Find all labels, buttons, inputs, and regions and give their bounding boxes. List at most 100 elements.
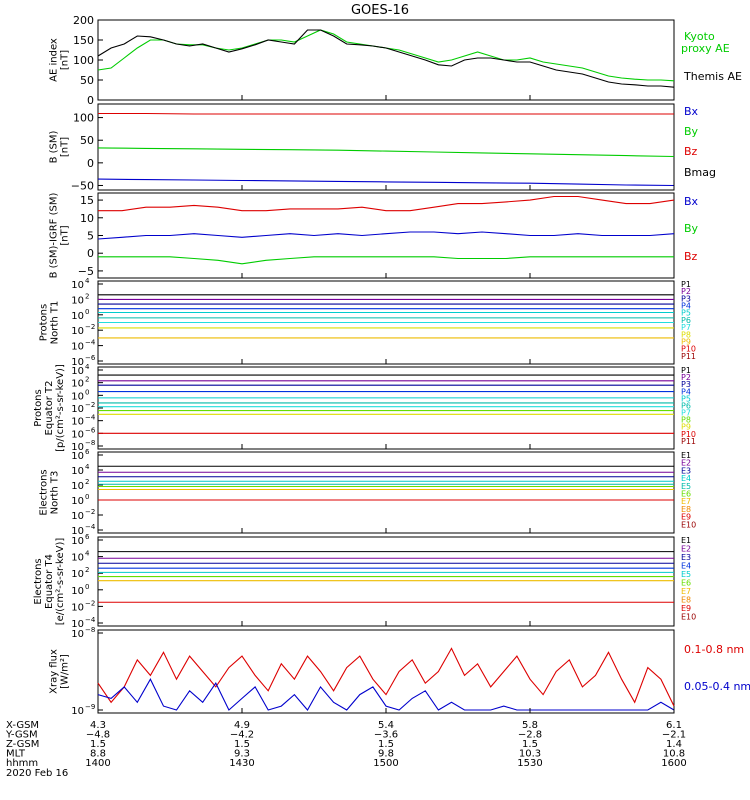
y-tick-exponent: 0	[85, 583, 89, 591]
y-tick-label: 10	[71, 311, 84, 322]
y-axis-label: B (SM)	[49, 130, 60, 163]
y-tick-label: 50	[80, 134, 94, 147]
legend-label: E6	[681, 579, 691, 588]
panel-7: Electrons Equator T4 [e/(cm²-s-sr-keV)] 10 6…	[33, 533, 696, 630]
legend-label: E9	[681, 604, 691, 613]
y-tick-exponent: 0	[85, 493, 89, 501]
y-tick-label: 10	[71, 481, 84, 492]
legend-label: P4	[681, 302, 691, 311]
footer-value: 1400	[85, 758, 110, 769]
y-axis-label: Protons	[33, 389, 44, 426]
legend-label: E1	[681, 451, 691, 460]
panel-frame	[97, 19, 675, 101]
panel-8: Xray flux [W/m²]10 −810 −90.1-0.8 nm0.05-0.…	[49, 626, 750, 717]
y-tick-label: 10	[71, 526, 84, 537]
y-axis-label: North T1	[50, 301, 61, 345]
y-tick-label: 10	[71, 391, 84, 402]
y-tick-exponent: 6	[85, 533, 90, 541]
y-tick-exponent: 2	[85, 376, 89, 384]
legend-label: P2	[681, 287, 691, 296]
y-tick-label: 10	[71, 536, 84, 547]
y-axis-label: Electrons	[33, 558, 44, 604]
y-tick-exponent: 0	[85, 388, 89, 396]
footer-value: 1.5	[234, 739, 250, 750]
y-tick-exponent: −9	[85, 703, 95, 711]
footer-value: 1.4	[666, 739, 682, 750]
series-line	[97, 29, 675, 88]
footer-value: 6.1	[666, 720, 682, 731]
panel-frame	[97, 366, 675, 450]
y-tick-label: 10	[71, 511, 84, 522]
footer-row-label: X-GSM	[6, 720, 39, 731]
footer-value: 1500	[373, 758, 398, 769]
footer-value: 1.5	[90, 739, 106, 750]
legend-label: E6	[681, 490, 691, 499]
footer-value: −2.8	[518, 730, 542, 741]
legend-label: P4	[681, 387, 691, 396]
y-tick-label: 50	[80, 74, 94, 87]
footer-row-label: Z-GSM	[6, 739, 39, 750]
y-tick-label: 10	[71, 466, 84, 477]
y-tick-exponent: 4	[85, 550, 90, 558]
y-tick-label: 10	[71, 404, 84, 415]
legend-label: P8	[681, 416, 691, 425]
legend-label: Themis AE	[683, 70, 742, 83]
legend-label: Bx	[684, 195, 699, 208]
y-tick-label: 10	[71, 357, 84, 368]
y-tick-label: 10	[71, 326, 84, 337]
legend-label: P10	[681, 345, 696, 354]
footer-value: 8.8	[90, 749, 106, 760]
legend-label: 0.1-0.8 nm	[684, 643, 744, 656]
y-tick-exponent: −6	[85, 354, 96, 362]
y-tick-exponent: −4	[85, 523, 96, 531]
panel-3: B (SM)-IGRF (SM) [nT] −5 0 5 10 15 Bx By Bz	[49, 192, 699, 279]
legend-label: P3	[681, 294, 691, 303]
legend-label: E8	[681, 596, 691, 605]
footer-value: 10.3	[519, 749, 541, 760]
series-line	[97, 29, 675, 82]
legend-label: E3	[681, 466, 691, 475]
y-axis-label: AE index	[49, 38, 60, 82]
legend-label: E1	[681, 536, 691, 545]
panel-2: B (SM) [nT] −50 0 50 100 Bx By Bz Bmag	[49, 103, 716, 192]
y-tick-label: 10	[71, 429, 84, 440]
y-tick-exponent: 4	[85, 463, 90, 471]
footer-row-label: MLT	[6, 749, 26, 760]
y-tick-label: 10	[71, 569, 84, 580]
y-tick-label: 5	[87, 230, 94, 243]
footer-value: 5.4	[378, 720, 394, 731]
y-tick-exponent: −4	[85, 339, 96, 347]
y-tick-exponent: −2	[85, 508, 95, 516]
legend-label: E3	[681, 553, 691, 562]
legend-label: P6	[681, 401, 691, 410]
y-tick-label: 10	[71, 629, 84, 640]
y-tick-exponent: 6	[85, 448, 90, 456]
y-axis-label: Equator T2	[44, 381, 55, 436]
footer-value: 10.8	[663, 749, 685, 760]
legend-label: P6	[681, 316, 691, 325]
footer-value: −4.8	[86, 730, 110, 741]
y-axis-label: [nT]	[60, 50, 71, 70]
series-line	[97, 647, 675, 707]
y-tick-label: 10	[71, 280, 84, 291]
legend-label: E7	[681, 587, 691, 596]
legend-label: P11	[681, 352, 696, 361]
y-tick-exponent: −4	[85, 414, 96, 422]
legend-label: E2	[681, 459, 691, 468]
footer-row-label: hhmm	[6, 758, 38, 769]
series-line	[97, 178, 675, 187]
y-tick-label: 10	[71, 451, 84, 462]
y-axis-label: [p/(cm²-s-sr-keV)]	[55, 364, 66, 452]
y-tick-label: 0	[87, 247, 94, 260]
y-tick-label: 100	[73, 112, 94, 125]
y-tick-label: 10	[80, 212, 94, 225]
y-tick-label: 0	[87, 157, 94, 170]
series-line	[98, 195, 675, 212]
footer-value: −4.2	[230, 730, 254, 741]
footer-value: 5.8	[522, 720, 538, 731]
y-tick-label: 10	[71, 295, 84, 306]
y-tick-label: 10	[71, 442, 84, 453]
